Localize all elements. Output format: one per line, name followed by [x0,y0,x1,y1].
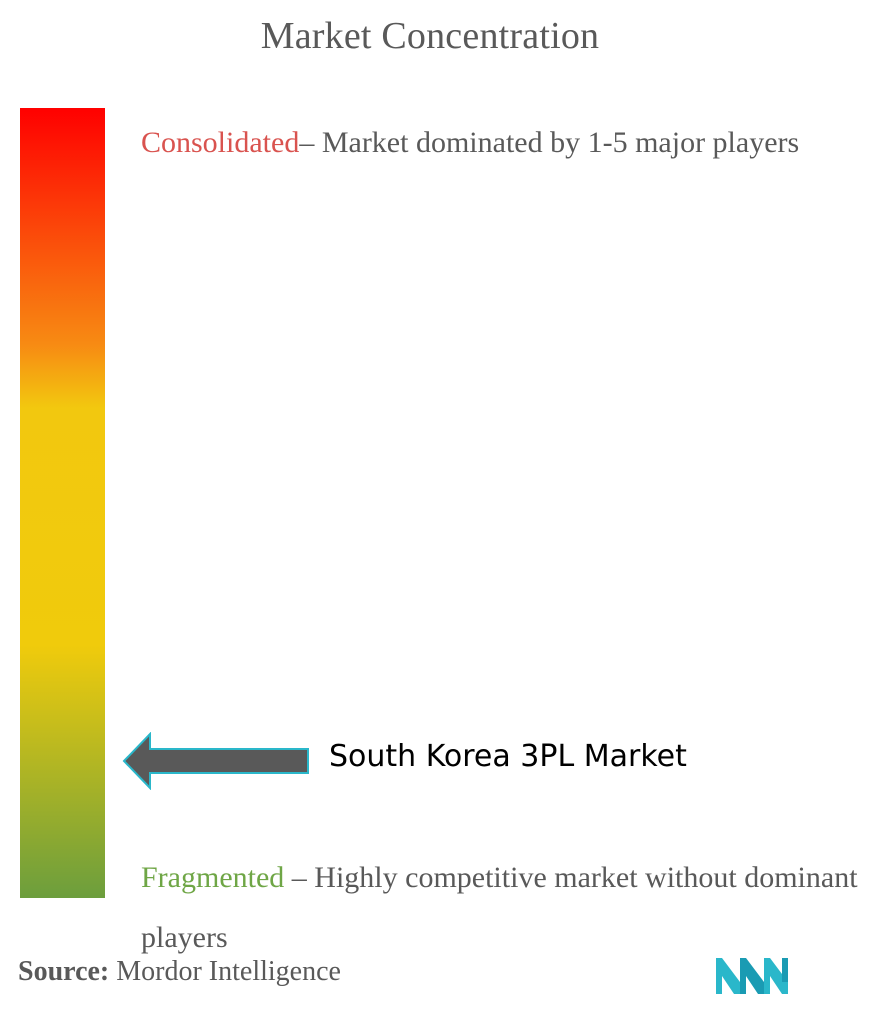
concentration-gradient-bar [20,108,105,898]
consolidated-description: Consolidated– Market dominated by 1-5 ma… [141,113,841,173]
market-marker-label: South Korea 3PL Market [329,739,687,774]
fragmented-label: Fragmented [141,861,285,894]
consolidated-label: Consolidated [141,126,300,159]
mordor-intelligence-logo-icon [716,958,788,994]
market-position-arrow-icon [122,732,309,790]
consolidated-text: – Market dominated by 1-5 major players [299,126,800,159]
chart-title: Market Concentration [260,15,600,57]
fragmented-text: – Highly competitive market without domi… [141,861,858,954]
source-text: Mordor Intelligence [116,956,341,987]
fragmented-description: Fragmented – Highly competitive market w… [141,848,871,968]
source-label: Source: [18,956,110,987]
source-line: Source: Mordor Intelligence [18,956,341,988]
